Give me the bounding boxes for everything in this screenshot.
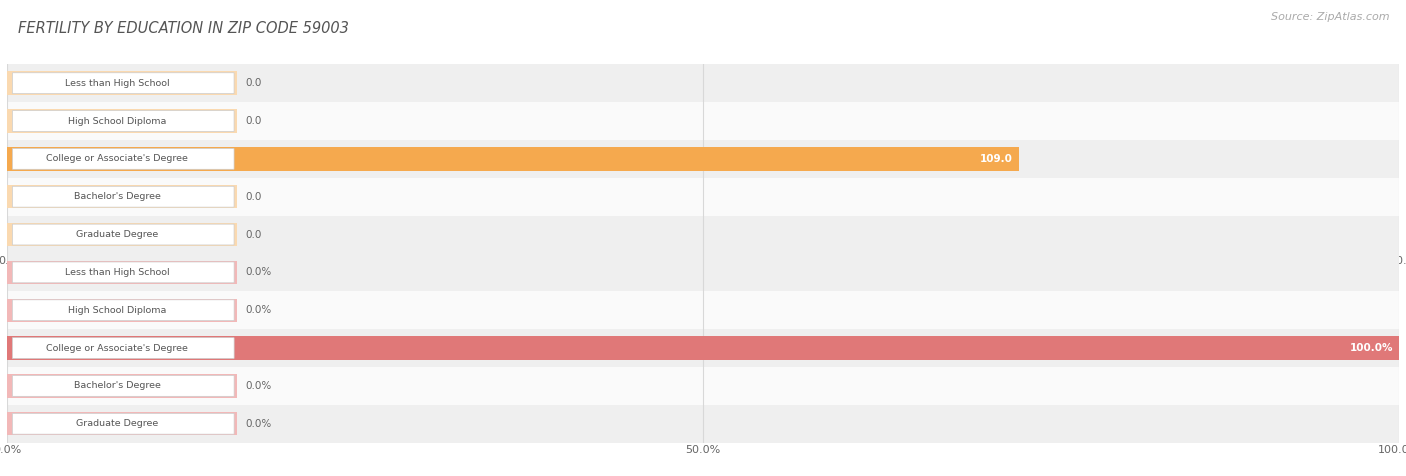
- Bar: [7, 253, 1399, 291]
- Bar: [7, 367, 1399, 405]
- Text: 0.0: 0.0: [245, 192, 262, 202]
- Bar: [7, 185, 236, 208]
- Bar: [7, 216, 1399, 254]
- Text: 109.0: 109.0: [980, 154, 1012, 164]
- FancyBboxPatch shape: [13, 110, 233, 131]
- Bar: [7, 329, 1399, 367]
- Text: College or Associate's Degree: College or Associate's Degree: [46, 344, 188, 353]
- FancyBboxPatch shape: [13, 300, 235, 321]
- Text: Less than High School: Less than High School: [65, 79, 170, 88]
- Bar: [7, 223, 236, 246]
- Bar: [7, 140, 1399, 178]
- Text: 0.0%: 0.0%: [245, 305, 271, 315]
- Text: 100.0%: 100.0%: [1350, 343, 1393, 353]
- FancyBboxPatch shape: [13, 224, 233, 245]
- Text: High School Diploma: High School Diploma: [67, 117, 166, 126]
- Text: 0.0%: 0.0%: [245, 268, 271, 278]
- Text: Less than High School: Less than High School: [65, 268, 170, 277]
- Text: Source: ZipAtlas.com: Source: ZipAtlas.com: [1271, 12, 1389, 22]
- Bar: [7, 374, 236, 397]
- Bar: [7, 178, 1399, 216]
- FancyBboxPatch shape: [13, 186, 233, 207]
- FancyBboxPatch shape: [13, 73, 233, 94]
- Bar: [7, 412, 236, 436]
- Bar: [7, 405, 1399, 443]
- Bar: [7, 337, 1399, 360]
- Bar: [7, 298, 236, 322]
- Text: 0.0: 0.0: [245, 116, 262, 126]
- Bar: [7, 261, 236, 284]
- Text: FERTILITY BY EDUCATION IN ZIP CODE 59003: FERTILITY BY EDUCATION IN ZIP CODE 59003: [18, 21, 349, 37]
- Bar: [7, 147, 1018, 170]
- Text: High School Diploma: High School Diploma: [67, 306, 166, 315]
- Text: College or Associate's Degree: College or Associate's Degree: [46, 154, 188, 163]
- FancyBboxPatch shape: [13, 149, 233, 169]
- Text: 0.0%: 0.0%: [245, 419, 271, 429]
- FancyBboxPatch shape: [13, 413, 235, 434]
- Text: 0.0: 0.0: [245, 78, 262, 88]
- Text: 0.0%: 0.0%: [245, 381, 271, 391]
- Bar: [7, 64, 1399, 102]
- Text: Graduate Degree: Graduate Degree: [76, 230, 159, 239]
- Text: 0.0: 0.0: [245, 229, 262, 239]
- FancyBboxPatch shape: [13, 376, 235, 397]
- Text: Bachelor's Degree: Bachelor's Degree: [75, 192, 160, 201]
- Text: Graduate Degree: Graduate Degree: [76, 419, 159, 428]
- Bar: [7, 109, 236, 133]
- Bar: [7, 71, 236, 95]
- Bar: [7, 291, 1399, 329]
- FancyBboxPatch shape: [13, 337, 235, 358]
- Bar: [7, 102, 1399, 140]
- Text: Bachelor's Degree: Bachelor's Degree: [75, 381, 160, 390]
- FancyBboxPatch shape: [13, 262, 235, 283]
